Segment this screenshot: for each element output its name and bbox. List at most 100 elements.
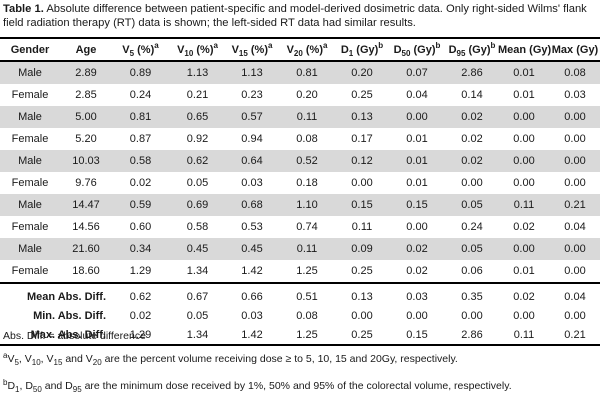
table-footnotes: Abs. Diff. = absolute difference aV5, V1… (3, 329, 597, 403)
table-cell: 0.07 (388, 61, 446, 84)
summary-cell: 1.34 (169, 325, 226, 346)
table-cell: 0.94 (241, 133, 263, 145)
summary-cell: 1.25 (278, 325, 336, 346)
table-cell: 0.05 (186, 177, 209, 189)
table-cell: 0.57 (226, 106, 278, 128)
table-cell: 0.00 (550, 150, 600, 172)
table-caption: Table 1. Absolute difference between pat… (3, 2, 597, 30)
table-cell: 0.20 (296, 89, 318, 101)
table-cell: 0.65 (169, 106, 226, 128)
table-cell: 21.60 (60, 238, 112, 260)
table-cell: 0.00 (388, 106, 446, 128)
table-cell: 2.86 (446, 61, 498, 84)
summary-cell: 0.08 (296, 309, 318, 322)
summary-cell: 1.29 (112, 325, 169, 346)
header-subscript: 15 (238, 49, 248, 58)
header-subscript: 95 (456, 49, 466, 58)
table-cell: 0.68 (226, 194, 278, 216)
table-cell: Female (11, 177, 49, 189)
table-cell: 0.92 (186, 133, 209, 145)
summary-row: Mean Abs. Diff. 0.62 0.67 0.66 0.51 0.13 0.03 0… (0, 283, 600, 306)
column-header: V10 (%)a (169, 37, 226, 62)
table-cell: 0.00 (550, 106, 600, 128)
column-header: D1 (Gy)b (336, 37, 388, 62)
table-cell: 1.13 (226, 61, 278, 84)
table-summary: Mean Abs. Diff. 0.62 0.67 0.66 0.51 0.13 0.03 0… (0, 283, 600, 346)
summary-cell: 0.66 (241, 290, 263, 303)
column-header: Mean (Gy) (498, 37, 551, 62)
table-cell: 0.09 (336, 238, 388, 260)
column-header: D50 (Gy)b (388, 37, 446, 62)
table-row: Female 18.60 1.29 1.34 1.42 1.25 0.25 0.02 0.06 0… (0, 260, 600, 284)
table-row: Male 10.03 0.58 0.62 0.64 0.52 0.12 0.01 0.02 0.0… (0, 150, 600, 172)
table-cell: 0.02 (129, 177, 152, 189)
table-cell: 0.60 (129, 221, 152, 233)
summary-cell: 0.00 (406, 309, 428, 322)
column-header: Max (Gy) (550, 37, 600, 62)
footnote-abbreviation: Abs. Diff. = absolute difference (3, 330, 146, 342)
summary-cell: 0.04 (564, 290, 586, 303)
table-cell: 0.02 (446, 106, 498, 128)
header-footnote-marker: a (322, 41, 328, 50)
column-header: V20 (%)a (278, 37, 336, 62)
table-cell: 0.08 (550, 61, 600, 84)
header-footnote-marker: b (490, 41, 496, 50)
summary-cell: 0.03 (241, 309, 263, 322)
summary-cell: 0.03 (406, 290, 428, 303)
table-row: Male 5.00 0.81 0.65 0.57 0.11 0.13 0.00 0.02 0.00… (0, 106, 600, 128)
table-cell: 0.00 (498, 150, 550, 172)
table-cell: 0.00 (550, 238, 600, 260)
table-cell: 0.02 (461, 133, 483, 145)
summary-cell: 0.05 (186, 309, 209, 322)
summary-cell: 0.02 (129, 309, 152, 322)
table-cell: 0.05 (446, 194, 498, 216)
table-cell: 0.11 (278, 238, 336, 260)
summary-cell: 0.02 (513, 290, 535, 303)
footnote-a: aV5, V10, V15 and V20 are the percent vo… (3, 351, 458, 367)
footnote-subscript: 20 (92, 358, 102, 367)
table-cell: Female (0, 260, 60, 284)
table-cell: 0.04 (406, 89, 428, 101)
table-cell: 0.01 (498, 61, 550, 84)
table-cell: 1.29 (112, 260, 169, 284)
column-header: Age (60, 37, 112, 62)
table-cell: 0.24 (461, 221, 483, 233)
table-cell: 0.01 (513, 89, 535, 101)
header-footnote-marker: b (378, 41, 384, 50)
summary-cell: 0.67 (186, 290, 209, 303)
header-footnote-marker: a (267, 41, 273, 50)
table-cell: 10.03 (60, 150, 112, 172)
table-cell: 0.25 (336, 260, 388, 284)
table-cell: 0.14 (461, 89, 483, 101)
table-cell: 2.85 (75, 89, 97, 101)
dosimetry-table: Gender Age V5 (%)a V10 (%)a V15 (%)a V20 (%)a… (0, 37, 600, 346)
table-row: Male 2.89 0.89 1.13 1.13 0.81 0.20 0.07 2.86 0.01… (0, 61, 600, 84)
column-header: V5 (%)a (112, 37, 169, 62)
table-cell: Female (11, 221, 49, 233)
header-footnote-marker: a (213, 41, 218, 50)
header-subscript: 1 (348, 49, 354, 58)
table-cell: 14.47 (60, 194, 112, 216)
table-cell: Male (0, 238, 60, 260)
table-cell: 0.12 (336, 150, 388, 172)
table-body: Male 2.89 0.89 1.13 1.13 0.81 0.20 0.07 2.86 0.01… (0, 61, 600, 284)
table-cell: Male (0, 106, 60, 128)
table-cell: 18.60 (60, 260, 112, 284)
summary-cell: 0.51 (296, 290, 318, 303)
table-cell: 0.00 (406, 221, 428, 233)
summary-cell: 1.42 (226, 325, 278, 346)
summary-row: Min. Abs. Diff. 0.02 0.05 0.03 0.08 0.00 0.00 0… (0, 306, 600, 325)
header-subscript: 5 (129, 49, 135, 58)
header-subscript: 20 (293, 49, 303, 58)
table-cell: 0.62 (169, 150, 226, 172)
header-footnote-marker: a (154, 41, 159, 50)
table-cell: 0.21 (550, 194, 600, 216)
header-footnote-marker: b (435, 41, 441, 50)
table-cell: 0.81 (112, 106, 169, 128)
table-header-row: Gender Age V5 (%)a V10 (%)a V15 (%)a V20 (%)a… (0, 37, 600, 62)
table-cell: 0.64 (226, 150, 278, 172)
summary-row: Max. Abs. Diff. 1.29 1.34 1.42 1.25 0.25 0.15 2… (0, 325, 600, 346)
table-cell: 0.00 (498, 238, 550, 260)
summary-cell: 2.86 (446, 325, 498, 346)
table-cell: 0.03 (241, 177, 263, 189)
